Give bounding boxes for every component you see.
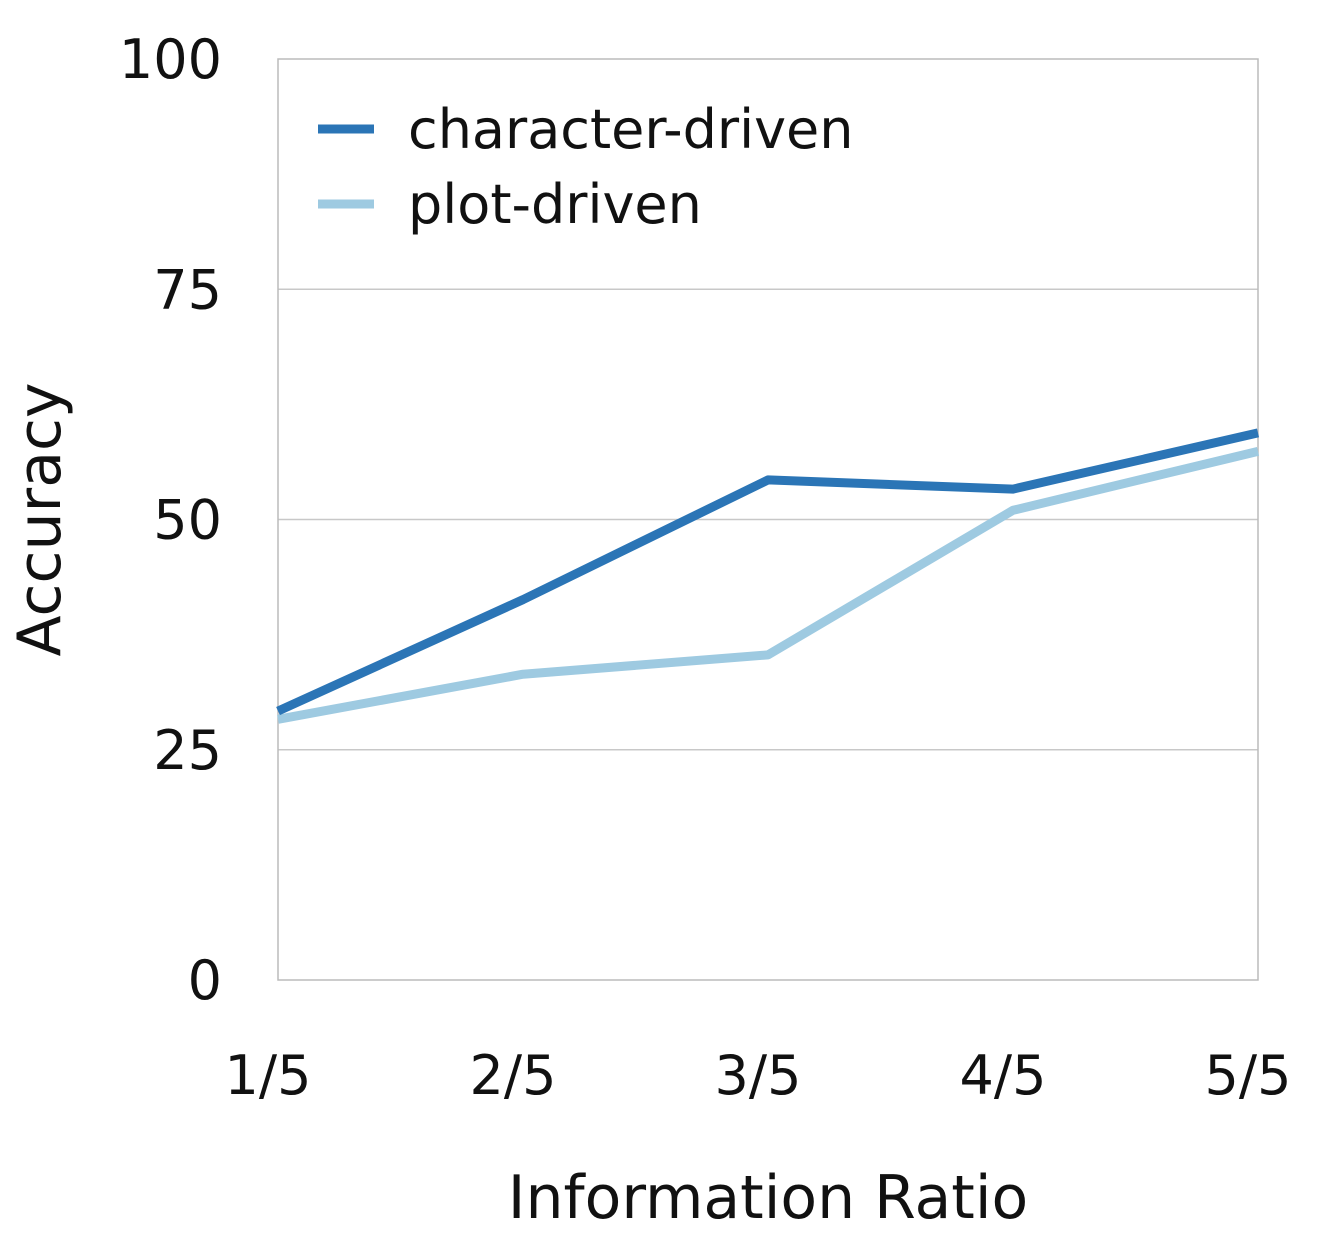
legend: character-driven plot-driven — [318, 98, 854, 236]
series-line-plot-driven — [277, 446, 1260, 724]
grid-lines — [278, 288, 1258, 751]
x-axis-title: Information Ratio — [508, 1163, 1028, 1233]
x-axis-tick-labels: 1/5 2/5 3/5 4/5 5/5 — [225, 1044, 1292, 1107]
x-tick-label: 4/5 — [960, 1044, 1047, 1107]
y-tick-label: 75 — [153, 258, 222, 321]
y-tick-label: 0 — [188, 949, 222, 1012]
x-tick-label: 5/5 — [1205, 1044, 1292, 1107]
y-tick-label: 25 — [153, 719, 222, 782]
x-tick-label: 2/5 — [470, 1044, 557, 1107]
series-line-character-driven — [276, 428, 1260, 716]
y-tick-label: 50 — [153, 489, 222, 552]
y-axis-tick-labels: 0 25 50 75 100 — [119, 28, 222, 1012]
x-tick-label: 3/5 — [715, 1044, 802, 1107]
legend-label: plot-driven — [408, 173, 702, 236]
legend-label: character-driven — [408, 98, 854, 161]
y-tick-label: 100 — [119, 28, 222, 91]
series-lines — [276, 428, 1260, 724]
plot-area-frame — [277, 58, 1259, 981]
x-tick-label: 1/5 — [225, 1044, 312, 1107]
y-axis-title: Accuracy — [5, 383, 75, 657]
